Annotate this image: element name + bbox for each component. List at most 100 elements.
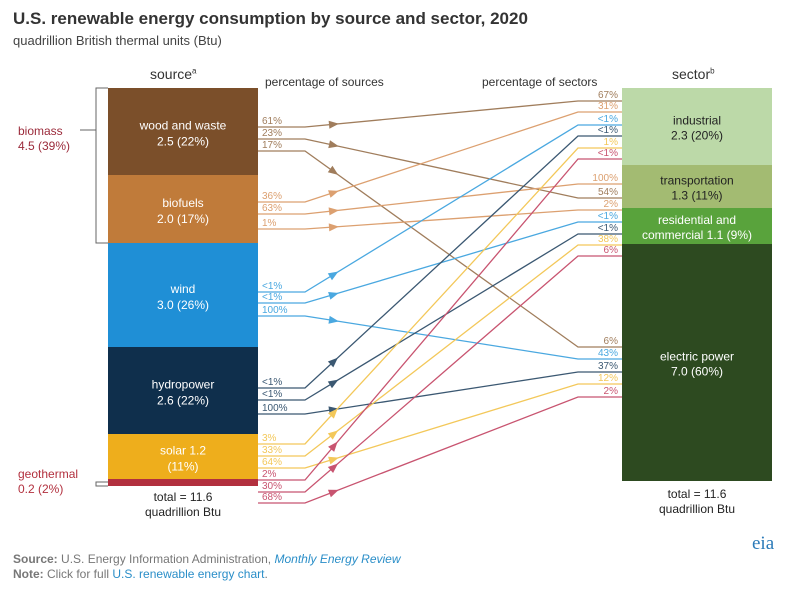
- flow-1: 23% 54%: [258, 128, 622, 199]
- flow-arrow: [328, 207, 339, 216]
- flow-line: [258, 396, 622, 504]
- flow-arrow: [327, 408, 338, 419]
- pct-sector-label: <1%: [598, 211, 618, 222]
- flow-line: [258, 100, 622, 128]
- flow-arrow: [328, 190, 339, 198]
- geothermal-label: geothermal 0.2 (2%): [18, 467, 79, 496]
- pct-sector-label: 67%: [598, 90, 618, 101]
- flow-arrow: [328, 315, 339, 324]
- sector-name: industrial: [673, 114, 721, 128]
- flow-line: [258, 315, 622, 360]
- flow-14: 64% 12%: [258, 373, 622, 469]
- flow-arrow: [327, 489, 339, 498]
- pct-sector-label: 54%: [598, 187, 618, 198]
- title: U.S. renewable energy consumption by sou…: [13, 9, 528, 28]
- flow-6: <1%<1%: [258, 114, 622, 293]
- source-bar-4: [108, 434, 258, 479]
- eia-logo: eia: [752, 533, 775, 554]
- flow-line: [258, 209, 622, 230]
- pct-sector-label: 2%: [604, 199, 619, 210]
- sector-bar-3: [622, 244, 772, 481]
- source-value: 3.0 (26%): [157, 298, 209, 312]
- flow-arrow: [328, 223, 339, 232]
- flow-line: [258, 244, 622, 457]
- flow-5: 1% 2%: [258, 199, 622, 232]
- pct-source-label: 63%: [262, 203, 282, 214]
- pct-sector-label: 100%: [592, 173, 618, 184]
- flow-arrow: [327, 165, 339, 175]
- pct-sector-label: 37%: [598, 361, 618, 372]
- pct-sector-label: <1%: [598, 148, 618, 159]
- flow-arrow: [328, 456, 339, 465]
- sector-bar-1: [622, 165, 772, 208]
- source-name: biofuels: [162, 196, 203, 210]
- sector-bar-0: [622, 88, 772, 165]
- flow-line: [258, 255, 622, 493]
- footer-source: Source: U.S. Energy Information Administ…: [13, 552, 401, 566]
- source-name: wood and waste: [139, 119, 227, 133]
- source-total: total = 11.6 quadrillion Btu: [144, 490, 222, 519]
- flow-line: [258, 221, 622, 304]
- pct-source-label: 36%: [262, 191, 282, 202]
- pct-sector-label: 2%: [604, 386, 619, 397]
- sector-value: 2.3 (20%): [671, 129, 723, 143]
- source-name: solar 1.2: [160, 444, 206, 458]
- flow-line: [258, 138, 622, 199]
- pct-sector-label: 6%: [604, 336, 619, 347]
- pct-source-label: 17%: [262, 140, 282, 151]
- flow-arrow: [327, 379, 339, 389]
- flow-arrow: [327, 271, 339, 281]
- pct-source-label: <1%: [262, 292, 282, 303]
- flow-12: 3% 1%: [258, 137, 622, 445]
- flow-line: [258, 383, 622, 469]
- flow-4: 63% 100%: [258, 173, 622, 216]
- pct-source-label: <1%: [262, 377, 282, 388]
- sector-bar-2: [622, 208, 772, 244]
- pct-source-label: 61%: [262, 116, 282, 127]
- pct-source-label: <1%: [262, 389, 282, 400]
- sector-value: 1.3 (11%): [671, 189, 722, 203]
- sector-header: sectorb: [672, 66, 715, 82]
- source-header: sourcea: [150, 66, 197, 82]
- flow-10: <1%<1%: [258, 223, 622, 401]
- sector-name: transportation: [660, 174, 733, 188]
- pct-source-label: 3%: [262, 433, 277, 444]
- flow-3: 36% 31%: [258, 101, 622, 203]
- source-value: 2.5 (22%): [157, 135, 209, 149]
- pct-source-label: 68%: [262, 492, 282, 503]
- source-value: 2.0 (17%): [157, 212, 209, 226]
- pct-sector-label: <1%: [598, 223, 618, 234]
- pct-sector-label: <1%: [598, 125, 618, 136]
- flow-arrow: [327, 430, 339, 440]
- flow-8: 100% 43%: [258, 305, 622, 360]
- flow-line: [258, 147, 622, 445]
- flow-line: [258, 371, 622, 415]
- flow-0: 61% 67%: [258, 90, 622, 129]
- source-name: hydropower: [152, 378, 215, 392]
- flow-arrow: [328, 120, 339, 129]
- pct-sector-label: <1%: [598, 114, 618, 125]
- pct-source-label: 23%: [262, 128, 282, 139]
- renewable-chart-link[interactable]: U.S. renewable energy chart: [112, 567, 265, 581]
- flow-9: <1%<1%: [258, 125, 622, 389]
- source-bar-0: [108, 88, 258, 175]
- pct-sectors-header: percentage of sectors: [482, 75, 598, 89]
- pct-source-label: 100%: [262, 305, 288, 316]
- subtitle: quadrillion British thermal units (Btu): [13, 33, 222, 48]
- flow-17: 68% 2%: [258, 386, 622, 504]
- pct-source-label: <1%: [262, 281, 282, 292]
- flow-arrow: [327, 463, 339, 474]
- sector-name: electric power: [660, 350, 734, 364]
- pct-sector-label: 1%: [604, 137, 619, 148]
- flow-arrow: [328, 441, 338, 452]
- monthly-energy-review-link[interactable]: Monthly Energy Review: [274, 552, 401, 566]
- sector-value: 7.0 (60%): [671, 365, 723, 379]
- flow-line: [258, 135, 622, 389]
- biomass-bracket: [80, 87, 108, 244]
- source-bar-5: [108, 479, 258, 486]
- source-bar-2: [108, 243, 258, 347]
- flow-arrow: [328, 140, 339, 149]
- pct-sector-label: 6%: [604, 245, 619, 256]
